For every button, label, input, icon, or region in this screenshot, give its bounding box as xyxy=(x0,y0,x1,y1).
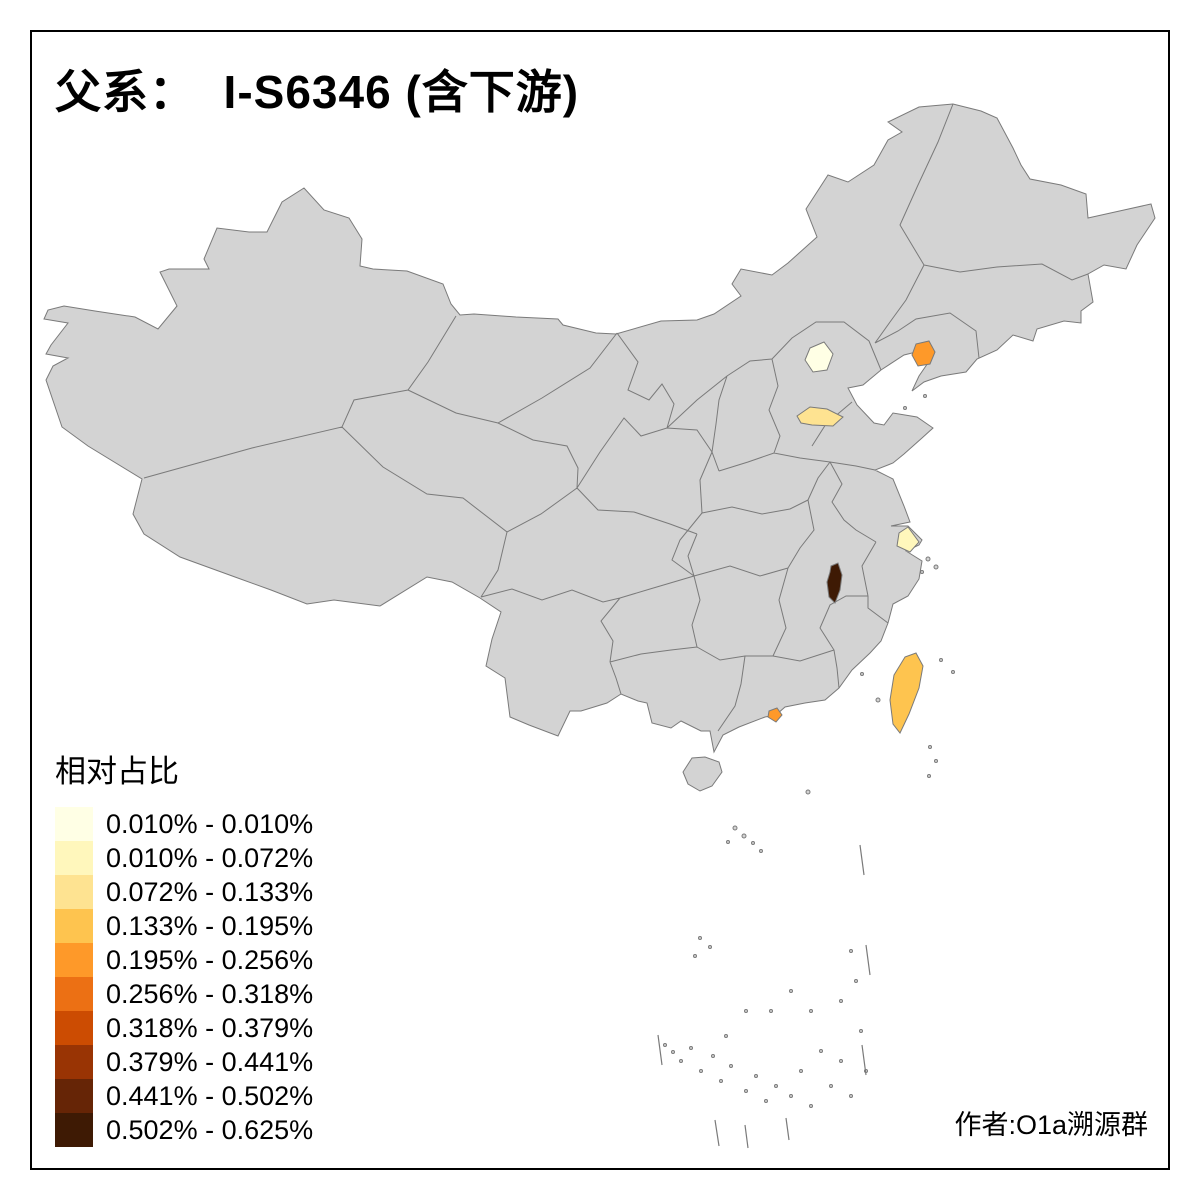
legend-color-swatch xyxy=(55,909,93,943)
highlight-region-liaoning xyxy=(911,340,936,367)
sea-dash-marks xyxy=(657,844,871,1149)
legend-label: 0.072% - 0.133% xyxy=(106,876,314,907)
province-borders xyxy=(143,103,1089,732)
page-title: 父系： I-S6346 (含下游) xyxy=(55,66,580,118)
highlighted-regions xyxy=(767,340,936,734)
legend-color-swatch xyxy=(55,875,93,909)
legend-color-swatch xyxy=(55,943,93,977)
legend-row: 0.318% - 0.379% xyxy=(55,1011,313,1045)
legend-color-swatch xyxy=(55,1113,93,1147)
legend-color-swatch xyxy=(55,1079,93,1113)
hainan-island xyxy=(682,756,723,792)
mainland-outline xyxy=(43,103,1156,754)
highlight-region-taiwan xyxy=(889,652,924,734)
legend-title: 相对占比 xyxy=(55,754,179,789)
islands xyxy=(657,394,955,1149)
legend-row: 0.195% - 0.256% xyxy=(55,943,313,977)
legend-row: 0.072% - 0.133% xyxy=(55,875,313,909)
legend-row: 0.010% - 0.010% xyxy=(55,807,313,841)
legend-label: 0.195% - 0.256% xyxy=(106,944,314,975)
highlight-region-jiangxi xyxy=(826,562,843,604)
legend-row: 0.502% - 0.625% xyxy=(55,1113,313,1147)
legend-color-swatch xyxy=(55,977,93,1011)
legend-row: 0.441% - 0.502% xyxy=(55,1079,313,1113)
legend-row: 0.256% - 0.318% xyxy=(55,977,313,1011)
author-credit: 作者:O1a溯源群 xyxy=(954,1110,1148,1140)
legend-color-swatch xyxy=(55,1011,93,1045)
highlight-region-beijing xyxy=(804,341,834,373)
legend-color-swatch xyxy=(55,807,93,841)
province-border-lines xyxy=(143,103,1089,732)
legend-row: 0.010% - 0.072% xyxy=(55,841,313,875)
legend-color-swatch xyxy=(55,1045,93,1079)
legend: 相对占比 0.010% - 0.010% 0.010% - 0.072% 0.072… xyxy=(55,746,313,1147)
highlight-region-shanghai xyxy=(896,526,920,553)
legend-label: 0.010% - 0.010% xyxy=(106,808,314,839)
legend-row: 0.133% - 0.195% xyxy=(55,909,313,943)
legend-label: 0.379% - 0.441% xyxy=(106,1046,314,1077)
legend-label: 0.256% - 0.318% xyxy=(106,978,314,1009)
legend-label: 0.318% - 0.379% xyxy=(106,1012,314,1043)
legend-label: 0.010% - 0.072% xyxy=(106,842,314,873)
legend-items: 0.010% - 0.010% 0.010% - 0.072% 0.072% - 0… xyxy=(55,807,313,1147)
legend-label: 0.502% - 0.625% xyxy=(106,1114,314,1145)
highlight-region-pearl-delta xyxy=(767,707,783,723)
legend-row: 0.379% - 0.441% xyxy=(55,1045,313,1079)
legend-label: 0.441% - 0.502% xyxy=(106,1080,314,1111)
landmass xyxy=(43,103,1156,792)
legend-label: 0.133% - 0.195% xyxy=(106,910,314,941)
legend-color-swatch xyxy=(55,841,93,875)
highlight-region-hebei xyxy=(796,406,844,427)
